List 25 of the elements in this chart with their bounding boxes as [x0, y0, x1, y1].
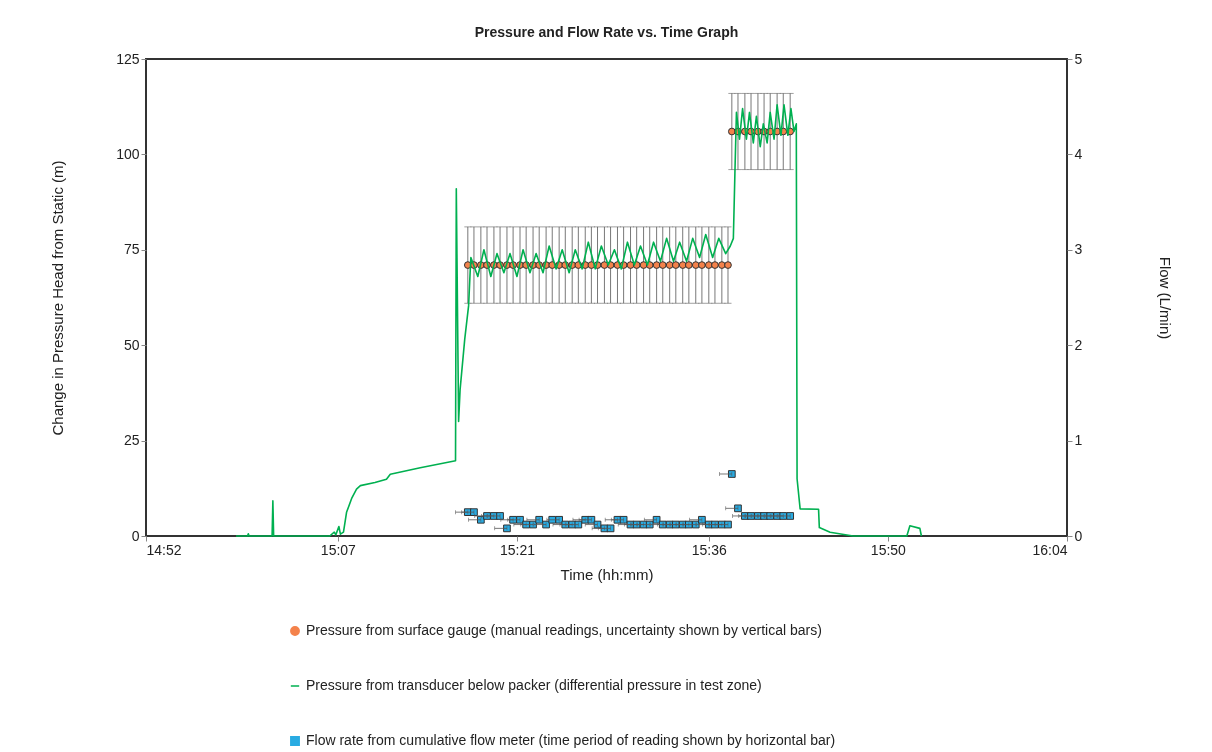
chart-title: Pressure and Flow Rate vs. Time Graph [474, 24, 739, 40]
x-tick-label: 15:07 [320, 541, 357, 558]
y-tick-label: 125 [116, 50, 140, 67]
x-axis-title: Time (hh:mm) [560, 565, 654, 583]
y-tick-label: 100 [116, 145, 140, 162]
y2-tick-label: 3 [1074, 241, 1083, 258]
y-axis-title: Change in Pressure Head from Static (m) [49, 160, 67, 436]
x-tick-label: 14:52 [146, 541, 182, 558]
y-tick-label: 25 [123, 432, 140, 449]
x-tick-label: 15:50 [870, 541, 907, 558]
y2-tick-label: 4 [1074, 145, 1083, 162]
y-tick-label: 50 [123, 336, 140, 353]
x-tick-label: 16:04 [1032, 541, 1068, 558]
y2-axis-title: Flow (L/min) [1157, 256, 1175, 340]
x-tick-label: 15:36 [691, 541, 728, 558]
x-tick-label: 15:21 [499, 541, 536, 558]
y2-tick-label: 2 [1074, 336, 1083, 353]
y2-tick-label: 5 [1074, 50, 1083, 67]
y-tick-label: 75 [123, 241, 140, 258]
legend-label: Flow rate from cumulative flow meter (time period of reading shown by horizontal bar) [306, 732, 836, 748]
y2-tick-label: 0 [1074, 527, 1083, 544]
legend-label: Pressure from transducer below packer (differential pressure in test zone) [306, 677, 762, 693]
y-tick-label: 0 [131, 527, 140, 544]
y2-tick-label: 1 [1074, 432, 1083, 449]
legend-label: Pressure from surface gauge (manual readings, uncertainty shown by vertical bars) [306, 622, 822, 638]
